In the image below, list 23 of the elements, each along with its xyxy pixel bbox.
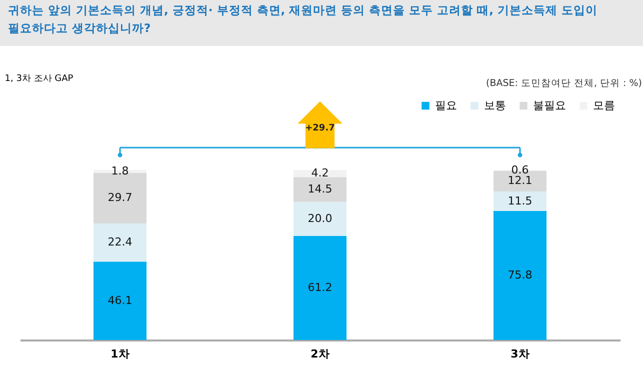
- x-tick-label: 1차: [110, 348, 130, 360]
- data-label: 29.7: [108, 191, 132, 204]
- text: +29.7: [305, 124, 335, 134]
- chart-title: 귀하는 앞의 기본소득의 개념, 긍정적· 부정적 측면, 재원마련 등의 측면을 모두 고려할 때, 기본소득제 도입이 필요하다고 생각하십니까?: [8, 3, 598, 35]
- text: 1, 3차 조사 GAP: [4, 74, 74, 84]
- data-label: 22.4: [108, 236, 132, 249]
- data-label: 61.2: [308, 280, 332, 294]
- data-label: 1.8: [111, 164, 129, 178]
- data-label: 11.5: [508, 194, 532, 208]
- text: (BASE: 도민참여단 전체, 단위 : %): [486, 78, 642, 89]
- data-label: 75.8: [508, 268, 532, 282]
- legend-label: 필요: [435, 98, 457, 112]
- data-label: 46.1: [108, 294, 132, 307]
- data-label: 12.1: [508, 174, 532, 188]
- x-tick-label: 2차: [310, 348, 330, 360]
- legend-label: 보통: [484, 98, 506, 112]
- data-label: 20.0: [308, 212, 332, 225]
- data-label: 0.6: [511, 163, 529, 176]
- legend-label: 불필요: [533, 98, 566, 112]
- x-tick-label: 3차: [510, 348, 530, 360]
- legend-label: 모름: [593, 98, 615, 112]
- data-label: 14.5: [308, 182, 332, 196]
- data-label: 4.2: [311, 166, 329, 180]
